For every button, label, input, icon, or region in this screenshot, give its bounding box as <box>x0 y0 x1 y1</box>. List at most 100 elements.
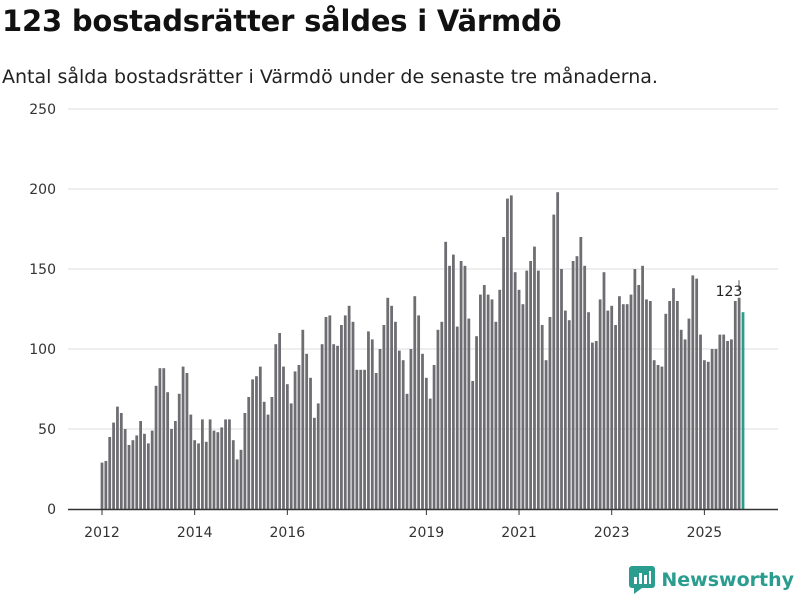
bar[interactable] <box>556 192 560 509</box>
bar[interactable] <box>173 421 177 509</box>
bar[interactable] <box>664 313 668 509</box>
bar[interactable] <box>208 419 212 509</box>
bar[interactable] <box>146 443 150 509</box>
bar[interactable] <box>459 261 463 509</box>
bar[interactable] <box>309 377 312 509</box>
bar[interactable] <box>104 461 108 509</box>
bar[interactable] <box>706 361 710 509</box>
bar[interactable] <box>112 422 115 509</box>
bar[interactable] <box>370 339 374 509</box>
bar[interactable] <box>239 449 243 509</box>
bar[interactable] <box>695 278 699 509</box>
bar[interactable] <box>660 366 664 509</box>
bar[interactable] <box>181 366 185 509</box>
bar[interactable] <box>722 334 726 509</box>
bar[interactable] <box>714 349 718 509</box>
bar[interactable] <box>197 443 200 509</box>
bar[interactable] <box>328 315 332 509</box>
bar[interactable] <box>579 237 583 509</box>
bar[interactable] <box>618 296 621 509</box>
bar[interactable] <box>652 360 656 509</box>
bar[interactable] <box>170 429 173 509</box>
bar[interactable] <box>463 265 467 509</box>
bar[interactable] <box>270 397 274 509</box>
bar[interactable] <box>266 414 270 509</box>
bar[interactable] <box>224 419 227 509</box>
bar[interactable] <box>135 435 139 509</box>
bar[interactable] <box>162 368 166 509</box>
bar[interactable] <box>494 321 498 509</box>
bar[interactable] <box>675 301 679 509</box>
bar[interactable] <box>479 294 482 509</box>
bar[interactable] <box>119 413 123 509</box>
bar[interactable] <box>374 373 378 509</box>
bar[interactable] <box>621 304 625 509</box>
bar[interactable] <box>324 317 328 509</box>
bar[interactable] <box>521 304 525 509</box>
bar[interactable] <box>648 301 652 509</box>
bar[interactable] <box>301 329 305 509</box>
bar[interactable] <box>405 393 409 509</box>
bar[interactable] <box>247 397 251 509</box>
bar[interactable] <box>733 301 737 509</box>
bar[interactable] <box>509 195 513 509</box>
bar[interactable] <box>610 305 614 509</box>
bar[interactable] <box>401 360 405 509</box>
bar[interactable] <box>614 325 617 509</box>
bar[interactable] <box>432 365 436 509</box>
bar[interactable] <box>629 294 633 509</box>
bar[interactable] <box>525 270 529 509</box>
bar[interactable] <box>598 299 602 509</box>
bar[interactable] <box>320 344 324 509</box>
bar[interactable] <box>150 430 154 509</box>
bar[interactable] <box>139 421 142 509</box>
bar[interactable] <box>143 433 146 509</box>
bar[interactable] <box>471 381 475 509</box>
bar[interactable] <box>231 440 235 509</box>
bar[interactable] <box>293 371 297 509</box>
bar[interactable] <box>536 270 540 509</box>
bar[interactable] <box>502 237 505 509</box>
bar[interactable] <box>255 376 258 509</box>
bar[interactable] <box>397 350 401 509</box>
bar[interactable] <box>394 321 397 509</box>
bar[interactable] <box>602 272 606 509</box>
bar[interactable] <box>123 429 127 509</box>
bar[interactable] <box>726 341 729 509</box>
bar[interactable] <box>490 299 494 509</box>
bar[interactable] <box>594 341 598 509</box>
bar[interactable] <box>251 379 254 509</box>
bar[interactable] <box>278 333 282 509</box>
bar[interactable] <box>513 272 517 509</box>
bar[interactable] <box>540 325 544 509</box>
bar[interactable] <box>467 318 471 509</box>
bar[interactable] <box>193 440 197 509</box>
bar[interactable] <box>552 214 556 509</box>
bar[interactable] <box>363 369 366 509</box>
bar[interactable] <box>382 325 386 509</box>
bar[interactable] <box>336 345 339 509</box>
bar[interactable] <box>116 406 119 509</box>
bar[interactable] <box>606 310 610 509</box>
bar[interactable] <box>563 310 567 509</box>
bar[interactable] <box>436 329 440 509</box>
bar[interactable] <box>131 440 135 509</box>
bar[interactable] <box>108 437 112 509</box>
bar[interactable] <box>691 275 695 509</box>
bar[interactable] <box>560 269 563 509</box>
bar[interactable] <box>672 288 675 509</box>
bar[interactable] <box>737 297 741 509</box>
bar[interactable] <box>154 385 158 509</box>
bar[interactable] <box>189 414 193 509</box>
bar[interactable] <box>668 301 672 509</box>
bar[interactable] <box>127 445 131 509</box>
bar[interactable] <box>347 305 351 509</box>
bar[interactable] <box>482 285 486 509</box>
bar[interactable] <box>517 289 521 509</box>
brand-name[interactable]: Newsworthy <box>661 569 794 591</box>
bar[interactable] <box>201 419 204 509</box>
bar[interactable] <box>625 304 629 509</box>
bar[interactable] <box>289 403 293 509</box>
bar[interactable] <box>351 321 355 509</box>
bar[interactable] <box>100 462 104 509</box>
